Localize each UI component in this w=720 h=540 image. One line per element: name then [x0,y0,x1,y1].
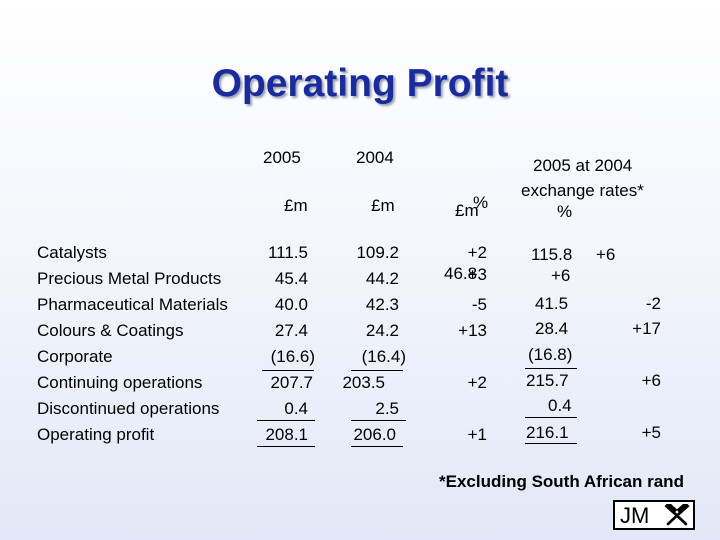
header-change-pct: % [473,193,489,212]
total-rule-at2004-top [525,417,577,418]
total-rule-at2004-bottom [525,443,577,444]
cell-2004-corporate: (16.4) [361,347,406,366]
row-label-operating-profit: Operating profit [37,425,155,444]
cell-at2004-change-operating-profit: +5 [641,423,661,442]
cell-at2004-operating-profit: 216.1 [526,423,569,442]
header-at2004-pct: % [557,202,573,221]
header-2004: 2004 [356,148,394,167]
row-label-pharmaceutical-materials: Pharmaceutical Materials [37,295,228,314]
cell-change-colours-coatings: +13 [458,321,487,340]
cell-at2004-change-continuing-operations: +6 [641,371,661,390]
row-label-precious-metal-products: Precious Metal Products [37,269,222,288]
cell-change-overlap-value: 46.8 [444,264,478,283]
subtotal-rule-at2004 [525,368,577,369]
row-label-corporate: Corporate [37,347,113,366]
cell-at2004-change-catalysts: +6 [596,245,616,264]
cell-2004-pharmaceutical-materials: 42.3 [365,295,399,314]
cell-2004-operating-profit: 206.0 [353,425,396,444]
logo-text: JM [620,503,650,528]
header-at2004-line2: exchange rates* [521,181,644,200]
crossed-hammers-icon [664,504,690,526]
total-rule-2005-bottom [257,446,315,447]
cell-2004-precious-metal-products: 44.2 [365,269,399,288]
footnote: *Excluding South African rand [439,472,684,491]
cell-2005-precious-metal-products: 45.4 [274,269,308,288]
cell-at2004-precious-metal-products: +6 [551,266,571,285]
cell-2005-corporate: (16.6) [270,347,315,366]
header-currency-2004: £m [371,196,395,215]
total-rule-2004-bottom [351,446,403,447]
cell-at2004-change-colours-coatings: +17 [632,319,661,338]
subtotal-rule-2004 [351,370,403,371]
cell-2005-pharmaceutical-materials: 40.0 [274,295,308,314]
page-title: Operating Profit [211,62,509,105]
cell-at2004-corporate: (16.8) [528,345,573,364]
cell-change-continuing-operations: +2 [467,373,487,392]
total-rule-2005-top [257,420,315,421]
cell-at2004-catalysts: 115.8 [531,245,573,264]
total-rule-2004-top [351,420,406,421]
cell-2005-discontinued-operations: 0.4 [284,399,308,418]
cell-change-pharmaceutical-materials: -5 [471,295,487,314]
cell-at2004-change-pharmaceutical-materials: -2 [645,294,661,313]
cell-at2004-continuing-operations: 215.7 [526,371,569,390]
cell-2004-catalysts: 109.2 [356,243,399,262]
cell-2004-colours-coatings: 24.2 [365,321,399,340]
row-label-continuing-operations: Continuing operations [37,373,203,392]
row-label-catalysts: Catalysts [37,243,107,262]
cell-at2004-discontinued-operations: 0.4 [548,396,572,415]
company-logo: JM [613,500,695,530]
cell-at2004-colours-coatings: 28.4 [535,319,569,338]
cell-2005-operating-profit: 208.1 [265,425,308,444]
cell-at2004-pharmaceutical-materials: 41.5 [535,294,569,313]
cell-2005-colours-coatings: 27.4 [274,321,308,340]
cell-change-catalysts: +2 [467,243,487,262]
subtotal-rule-2005 [262,370,314,371]
cell-2005-catalysts: 111.5 [267,243,308,262]
header-change-currency: £m [455,201,479,220]
cell-2005-continuing-operations: 207.7 [270,373,313,392]
header-2005: 2005 [263,148,301,167]
header-currency-2005: £m [284,196,308,215]
header-at2004-line1: 2005 at 2004 [533,156,633,175]
row-label-discontinued-operations: Discontinued operations [37,399,220,418]
row-label-colours-coatings: Colours & Coatings [37,321,184,340]
cell-change-precious-metal-products: +3 [467,265,487,284]
cell-change-operating-profit: +1 [467,425,487,444]
cell-2004-continuing-operations: 203.5 [342,373,385,392]
cell-2004-discontinued-operations: 2.5 [375,399,399,418]
